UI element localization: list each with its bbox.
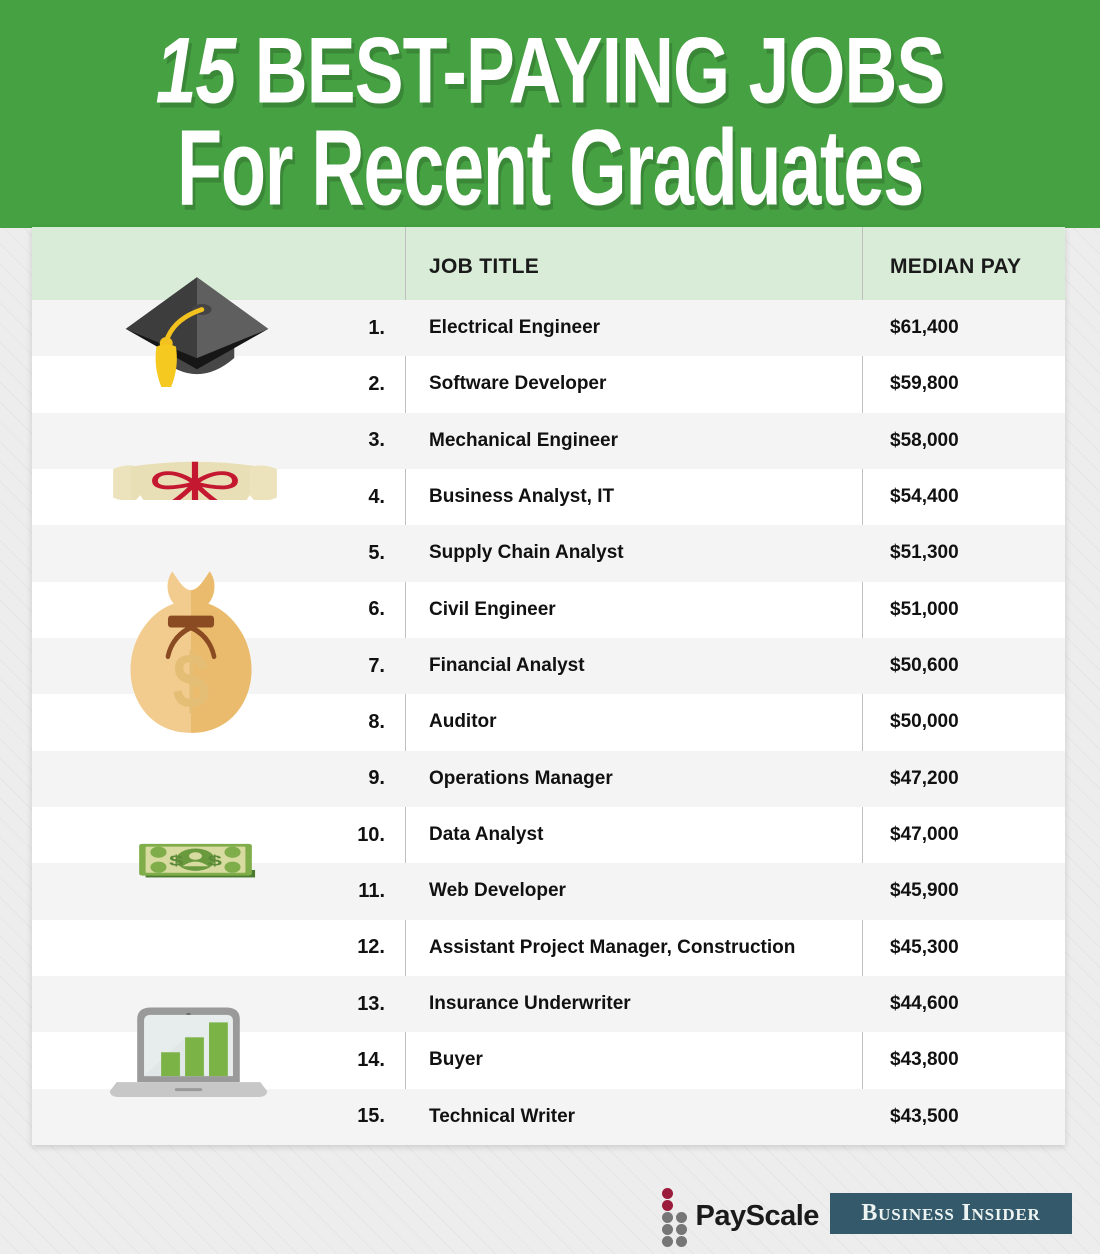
svg-text:$: $ xyxy=(173,637,210,724)
svg-text:$: $ xyxy=(169,853,184,869)
svg-text:$: $ xyxy=(208,853,223,869)
